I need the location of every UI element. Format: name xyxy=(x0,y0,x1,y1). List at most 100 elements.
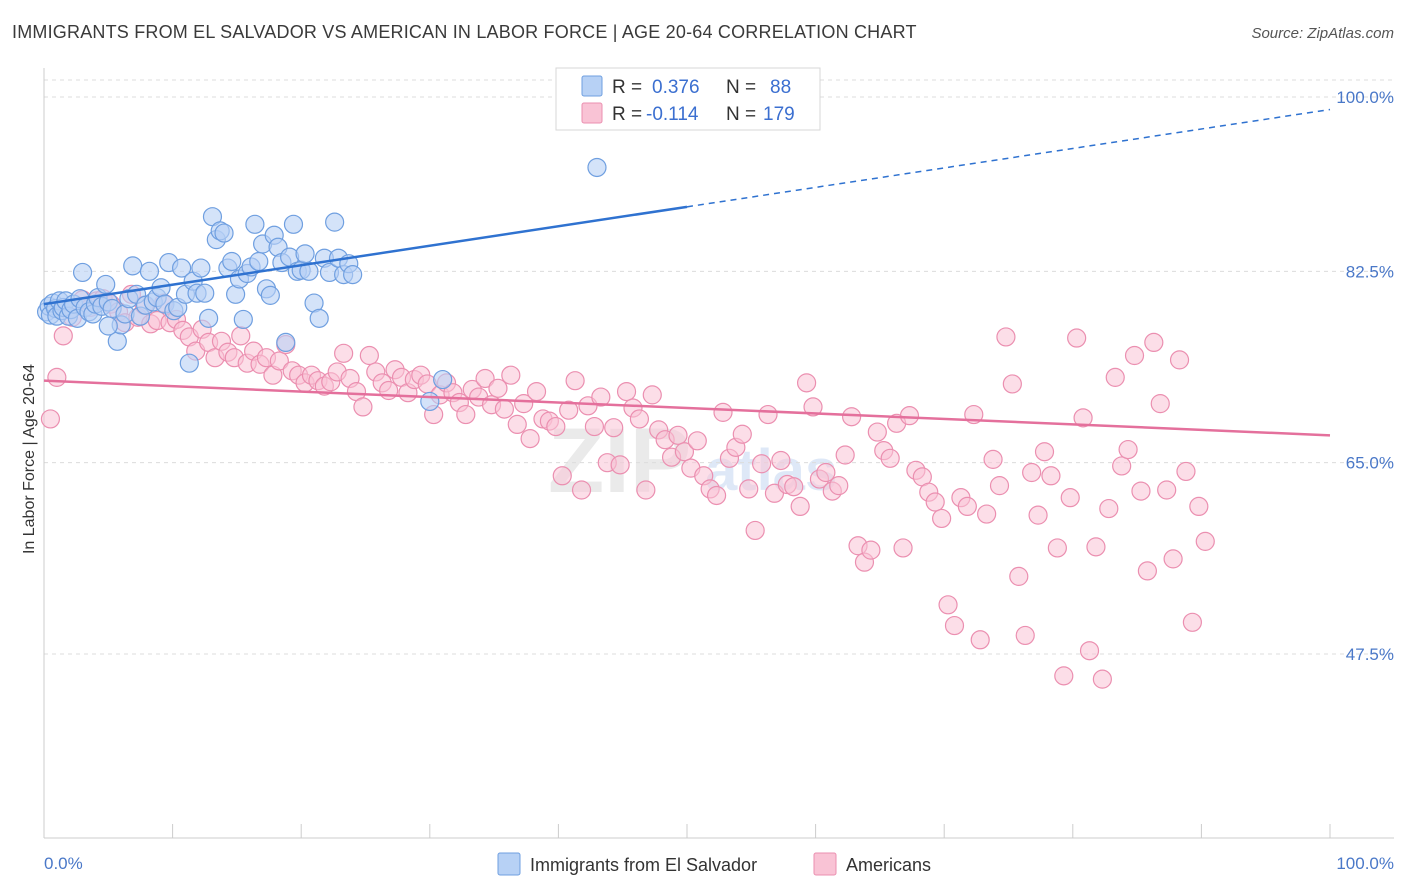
el-salvador-point xyxy=(123,256,143,276)
americans-point xyxy=(1067,328,1087,348)
americans-point xyxy=(456,404,476,425)
legend-n-label-blue: N = xyxy=(726,77,756,98)
el-salvador-point xyxy=(260,285,280,305)
americans-point xyxy=(784,477,804,497)
americans-point xyxy=(861,540,881,560)
americans-point xyxy=(488,378,508,398)
americans-point xyxy=(1086,537,1106,557)
trend-lines xyxy=(43,108,1331,437)
americans-point xyxy=(334,343,354,363)
americans-point xyxy=(1150,394,1170,414)
americans-point xyxy=(1163,549,1183,569)
legend-swatch-blue xyxy=(581,75,603,97)
el-salvador-point xyxy=(420,391,440,412)
series-legend-label-blue: Immigrants from El Salvador xyxy=(530,855,757,875)
americans-point xyxy=(642,385,662,405)
americans-point xyxy=(616,382,637,402)
americans-point xyxy=(1009,566,1029,586)
americans-point xyxy=(353,397,373,417)
americans-point xyxy=(706,485,727,506)
americans-point xyxy=(507,414,527,434)
americans-point xyxy=(899,406,920,426)
americans-point xyxy=(501,365,521,385)
americans-point xyxy=(526,382,547,402)
americans-point xyxy=(989,476,1010,496)
americans-point xyxy=(565,371,585,391)
americans-point xyxy=(1047,538,1067,558)
el-salvador-point xyxy=(343,265,363,285)
americans-point xyxy=(790,496,810,516)
americans-point xyxy=(1182,612,1202,632)
americans-point xyxy=(1054,666,1074,686)
americans-point xyxy=(1092,669,1112,689)
americans-point xyxy=(867,422,887,442)
americans-point xyxy=(771,450,791,471)
americans-point xyxy=(751,454,772,474)
el-salvador-point xyxy=(299,261,319,281)
series-legend-label-pink: Americans xyxy=(846,855,931,875)
el-salvador-trend-line xyxy=(43,205,688,306)
americans-point xyxy=(269,351,289,371)
americans-point xyxy=(732,424,752,444)
americans-point xyxy=(1112,456,1132,476)
y-tick-label: 47.5% xyxy=(1346,645,1394,664)
americans-point xyxy=(1118,439,1138,460)
legend-n-value-pink: 179 xyxy=(763,104,795,125)
y-axis-label: In Labor Force | Age 20-64 xyxy=(21,364,38,554)
americans-point xyxy=(932,508,952,529)
el-salvador-point xyxy=(96,274,116,295)
americans-point xyxy=(53,326,73,346)
americans-point xyxy=(880,448,900,468)
americans-point xyxy=(1041,466,1061,486)
el-salvador-point xyxy=(233,309,253,330)
americans-point xyxy=(674,442,695,462)
el-salvador-point xyxy=(179,353,199,373)
el-salvador-point xyxy=(433,369,453,390)
americans-point xyxy=(1079,641,1100,661)
americans-point xyxy=(1015,625,1035,646)
legend-swatch-pink xyxy=(581,102,603,124)
legend-r-value-pink: -0.114 xyxy=(646,104,699,125)
americans-point xyxy=(1105,367,1125,387)
legend-r-value-blue: 0.376 xyxy=(652,77,700,98)
americans-point xyxy=(546,416,566,437)
americans-point xyxy=(1073,408,1093,428)
americans-point xyxy=(1195,531,1215,551)
el-salvador-point xyxy=(195,283,215,303)
americans-point xyxy=(970,630,990,650)
americans-point xyxy=(893,538,913,558)
el-salvador-point xyxy=(222,251,242,272)
americans-point xyxy=(571,480,592,500)
americans-point xyxy=(983,449,1003,469)
y-tick-label: 100.0% xyxy=(1336,88,1394,107)
el-salvador-point xyxy=(249,251,269,272)
chart-source: Source: ZipAtlas.com xyxy=(1251,25,1394,42)
legend-r-label-pink: R = xyxy=(612,104,642,125)
americans-point xyxy=(604,418,624,438)
americans-point xyxy=(1060,488,1080,508)
americans-point xyxy=(359,345,379,366)
y-tick-label: 65.0% xyxy=(1346,454,1394,473)
americans-point xyxy=(1099,498,1119,519)
americans-point xyxy=(1022,462,1042,483)
americans-point xyxy=(231,326,251,346)
americans-point xyxy=(1028,505,1048,525)
americans-trend-line xyxy=(43,379,1331,437)
americans-point xyxy=(559,400,579,420)
chart-title: IMMIGRANTS FROM EL SALVADOR VS AMERICAN … xyxy=(12,22,917,42)
americans-point xyxy=(977,504,997,524)
series-legend-swatch-blue xyxy=(497,852,521,876)
americans-point xyxy=(796,373,817,393)
el-salvador-point xyxy=(139,261,160,281)
americans-point xyxy=(996,327,1016,347)
americans-point xyxy=(1002,374,1022,394)
americans-point xyxy=(475,368,495,389)
el-salvador-point xyxy=(587,157,607,178)
americans-point xyxy=(1169,350,1190,370)
americans-point xyxy=(713,402,733,422)
americans-point xyxy=(829,476,849,496)
americans-point xyxy=(668,425,688,445)
americans-point xyxy=(629,409,650,429)
y-tick-label: 82.5% xyxy=(1346,262,1394,281)
